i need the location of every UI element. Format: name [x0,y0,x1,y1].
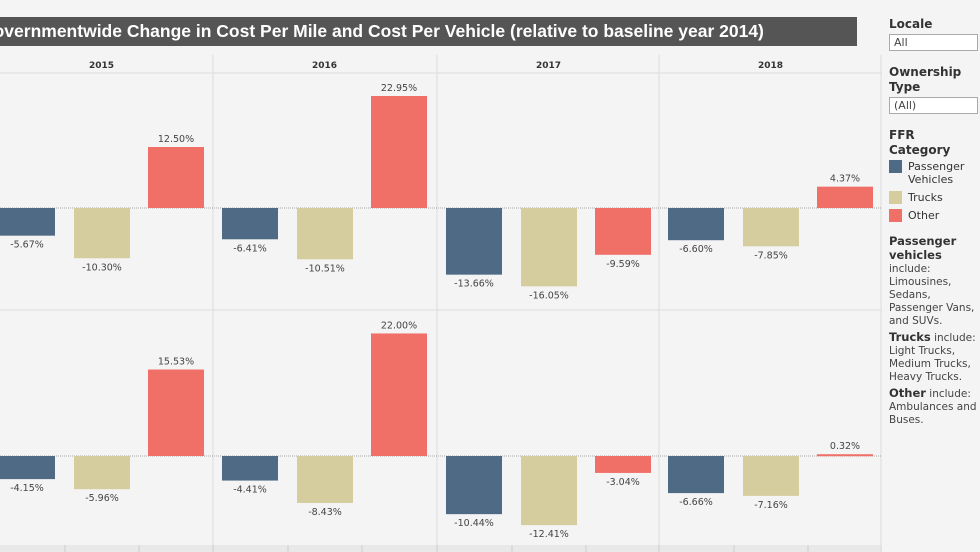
bar [74,456,130,490]
column-header: 2017 [536,61,561,71]
bar-chart: 2015 2016 2017 2018 -5.67% -6.41% -13.66% -6.60… [0,55,882,552]
data-label: -6.60% [679,244,713,255]
bar [521,208,577,287]
data-label: -7.16% [754,500,788,511]
column-header-bg [0,55,882,73]
legend-swatch [889,191,902,204]
legend-swatch [889,209,902,222]
axis-strip [0,545,882,552]
data-label: -10.30% [82,262,122,273]
bar [817,186,873,208]
legend-label: Passenger Vehicles [908,160,965,186]
bar [743,456,799,496]
data-label: -13.66% [454,279,494,290]
legend-swatch [889,160,902,173]
data-label: 22.95% [381,83,417,94]
bar [0,208,55,236]
data-label: -16.05% [529,290,569,301]
title-text: Governmentwide Change in Cost Per Mile a… [0,21,764,41]
data-label: 4.37% [830,174,860,185]
locale-label: Locale [889,17,933,31]
bar [371,333,427,456]
legend-title: FFR Category [889,128,951,157]
bar [668,208,724,241]
data-label: -6.66% [679,497,713,508]
bar [446,208,502,275]
sidebar: Locale All Ownership Type (All) FFR Cate… [889,17,978,430]
column-header: 2015 [89,61,114,71]
data-label: 0.32% [830,441,860,452]
bar [446,456,502,515]
category-notes: Passenger vehicles include: Limousines, … [889,235,978,430]
data-label: -4.15% [10,483,44,494]
bar [371,96,427,208]
legend-item[interactable]: Other [889,209,978,222]
legend-item[interactable]: Passenger Vehicles [889,160,978,186]
ownership-select[interactable]: (All) [889,97,978,114]
data-label: -7.85% [754,250,788,261]
data-label: -5.67% [10,240,44,251]
bar [0,456,55,480]
legend-label: Trucks [908,191,943,204]
data-label: -12.41% [529,529,569,540]
bar [74,208,130,259]
column-header: 2016 [312,61,337,71]
data-label: 15.53% [158,356,194,367]
data-label: -10.51% [305,263,345,274]
locale-select[interactable]: All [889,34,978,51]
ownership-label: Ownership Type [889,65,962,94]
bar [297,208,353,260]
category-note: Passenger vehicles include: Limousines, … [889,234,975,328]
category-note: Trucks include: Light Trucks, Medium Tru… [889,330,976,384]
chart-title: Governmentwide Change in Cost Per Mile a… [0,17,857,46]
bar [222,456,278,481]
bar [521,456,577,526]
data-label: -5.96% [85,493,119,504]
category-note: Other include: Ambulances and Buses. [889,386,977,427]
data-label: -9.59% [606,259,640,270]
data-label: -4.41% [233,485,267,496]
bar [148,147,204,208]
legend-item[interactable]: Trucks [889,191,978,204]
data-label: -8.43% [308,507,342,518]
legend: Passenger Vehicles Trucks Other [889,160,978,227]
legend-label: Other [908,209,940,222]
bar [817,454,873,457]
data-label: 22.00% [381,320,417,331]
data-label: -10.44% [454,518,494,529]
bar [595,208,651,255]
bar [743,208,799,247]
bar [595,456,651,473]
data-label: -3.04% [606,477,640,488]
column-header: 2018 [758,61,783,71]
data-label: -6.41% [233,243,267,254]
bar [222,208,278,240]
bar [297,456,353,503]
data-label: 12.50% [158,134,194,145]
bar [668,456,724,494]
bar [148,369,204,456]
